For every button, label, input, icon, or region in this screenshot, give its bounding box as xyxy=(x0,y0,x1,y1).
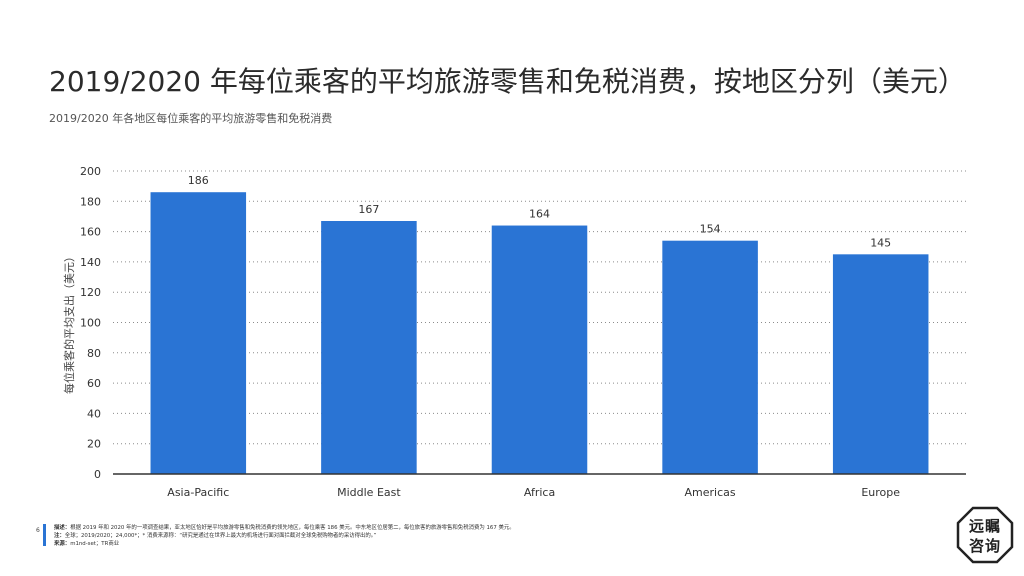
footnote-desc-text: 根据 2019 年和 2020 年的一项调查结果，亚太地区恰好是平均旅游零售和免… xyxy=(70,525,515,531)
chart-title: 2019/2020 年每位乘客的平均旅游零售和免税消费，按地区分列（美元） xyxy=(49,65,966,98)
bar-chart: 186 167 164 154 145 0 20 40 60 80 100 120 140 160 180… xyxy=(62,165,966,499)
footnote-accent-bar xyxy=(43,524,46,546)
x-tick-label: Americas xyxy=(685,486,736,499)
y-tick-label: 60 xyxy=(87,377,101,390)
y-tick-label: 160 xyxy=(80,226,101,239)
footnote-source-label: 来源： xyxy=(54,541,71,547)
y-tick-label: 120 xyxy=(80,286,101,299)
footnote-note-label: 注： xyxy=(54,533,65,539)
data-label: 167 xyxy=(358,203,379,216)
footnote-note: 注：全球；2019/2020；24,000*；* 消费来源称：“研究是通过在世界… xyxy=(54,532,694,540)
x-tick-label: Africa xyxy=(524,486,555,499)
data-labels: 186 167 164 154 145 xyxy=(188,174,891,249)
footnote-desc-label: 描述： xyxy=(54,525,71,531)
footnote-note-text: 全球；2019/2020；24,000*；* 消费来源称：“研究是通过在世界上最… xyxy=(64,533,377,539)
logo-line1: 远瞩 xyxy=(968,517,1001,535)
axes: 0 20 40 60 80 100 120 140 160 180 200 Asia-Pacific M… xyxy=(62,165,966,499)
bar xyxy=(321,220,417,474)
bar xyxy=(832,254,929,474)
footnote-source: 来源：m1nd-set；TR商业 xyxy=(54,540,694,548)
y-tick-label: 180 xyxy=(80,195,101,208)
y-tick-label: 140 xyxy=(80,256,101,269)
bar xyxy=(491,225,588,474)
x-tick-label: Asia-Pacific xyxy=(167,486,229,499)
x-tick-label: Middle East xyxy=(337,486,401,499)
y-tick-label: 40 xyxy=(87,407,101,420)
logo-line2: 咨询 xyxy=(968,537,1001,555)
footnote: 描述：根据 2019 年和 2020 年的一项调查结果，亚太地区恰好是平均旅游零… xyxy=(54,524,694,548)
y-tick-label: 200 xyxy=(80,165,101,178)
y-axis-label: 每位乘客的平均支出（美元） xyxy=(62,251,76,394)
data-label: 154 xyxy=(700,223,721,236)
data-label: 145 xyxy=(870,236,891,249)
bars xyxy=(150,192,929,474)
bar xyxy=(662,240,758,474)
y-tick-label: 80 xyxy=(87,347,101,360)
company-logo: 远瞩 咨询 xyxy=(956,506,1014,564)
page-number: 6 xyxy=(36,527,40,534)
logo-frame-icon xyxy=(956,506,1014,564)
y-tick-label: 0 xyxy=(94,468,101,481)
data-label: 164 xyxy=(529,208,550,221)
x-tick-label: Europe xyxy=(861,486,900,499)
footnote-description: 描述：根据 2019 年和 2020 年的一项调查结果，亚太地区恰好是平均旅游零… xyxy=(54,524,694,532)
data-label: 186 xyxy=(188,174,209,187)
y-tick-label: 20 xyxy=(87,438,101,451)
footnote-source-text: m1nd-set；TR商业 xyxy=(70,541,120,547)
y-tick-label: 100 xyxy=(80,317,101,330)
chart-subtitle: 2019/2020 年各地区每位乘客的平均旅游零售和免税消费 xyxy=(49,112,333,125)
bar xyxy=(150,192,247,474)
